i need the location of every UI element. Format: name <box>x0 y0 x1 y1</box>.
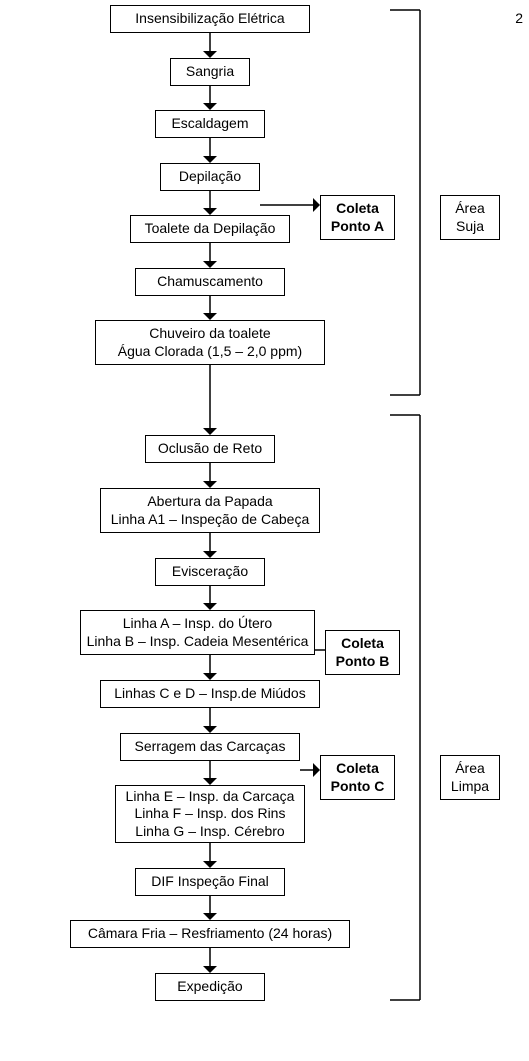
node-label: Evisceração <box>172 563 248 581</box>
node-insensibilizacao: Insensibilização Elétrica <box>110 5 310 33</box>
node-sangria: Sangria <box>170 58 250 86</box>
node-label: Oclusão de Reto <box>158 440 262 458</box>
node-label: Chamuscamento <box>157 273 263 291</box>
node-label: Chuveiro da toalete <box>149 325 270 343</box>
node-escaldagem: Escaldagem <box>155 110 265 138</box>
node-label: Água Clorada (1,5 – 2,0 ppm) <box>118 343 302 361</box>
node-label: Escaldagem <box>171 115 248 133</box>
node-serragem-carcacas: Serragem das Carcaças <box>120 733 300 761</box>
node-label: Toalete da Depilação <box>145 220 276 238</box>
coleta-label: Ponto C <box>331 778 385 796</box>
area-suja: Área Suja <box>440 195 500 240</box>
node-label: Linha B – Insp. Cadeia Mesentérica <box>87 633 309 651</box>
node-label: DIF Inspeção Final <box>151 873 269 891</box>
area-label: Suja <box>456 218 484 236</box>
node-label: Linha G – Insp. Cérebro <box>135 823 284 841</box>
area-label: Limpa <box>451 778 489 796</box>
coleta-label: Coleta <box>336 760 379 778</box>
page-number: 2 <box>515 10 523 26</box>
node-label: Linha A1 – Inspeção de Cabeça <box>111 511 310 529</box>
coleta-ponto-c: Coleta Ponto C <box>320 755 395 800</box>
node-oclusao-reto: Oclusão de Reto <box>145 435 275 463</box>
node-chamuscamento: Chamuscamento <box>135 268 285 296</box>
node-label: Insensibilização Elétrica <box>135 10 284 28</box>
node-insp-miudos: Linhas C e D – Insp.de Miúdos <box>100 680 320 708</box>
coleta-label: Coleta <box>336 200 379 218</box>
node-label: Linha F – Insp. dos Rins <box>135 805 286 823</box>
area-limpa: Área Limpa <box>440 755 500 800</box>
coleta-label: Ponto A <box>331 218 384 236</box>
node-depilacao: Depilação <box>160 163 260 191</box>
node-label: Linha E – Insp. da Carcaça <box>126 788 295 806</box>
node-label: Serragem das Carcaças <box>135 738 286 756</box>
node-camara-fria: Câmara Fria – Resfriamento (24 horas) <box>70 920 350 948</box>
node-label: Sangria <box>186 63 234 81</box>
node-abertura-papada: Abertura da Papada Linha A1 – Inspeção d… <box>100 488 320 533</box>
node-label: Linhas C e D – Insp.de Miúdos <box>114 685 305 703</box>
node-toalete-depilacao: Toalete da Depilação <box>130 215 290 243</box>
node-insp-carcaca-rins-cerebro: Linha E – Insp. da Carcaça Linha F – Ins… <box>115 785 305 843</box>
node-evisceracao: Evisceração <box>155 558 265 586</box>
node-label: Depilação <box>179 168 241 186</box>
coleta-ponto-b: Coleta Ponto B <box>325 630 400 675</box>
area-label: Área <box>455 760 485 778</box>
area-label: Área <box>455 200 485 218</box>
coleta-label: Ponto B <box>336 653 390 671</box>
node-label: Abertura da Papada <box>147 493 272 511</box>
node-expedicao: Expedição <box>155 973 265 1001</box>
coleta-label: Coleta <box>341 635 384 653</box>
node-label: Linha A – Insp. do Útero <box>123 615 272 633</box>
coleta-ponto-a: Coleta Ponto A <box>320 195 395 240</box>
node-dif-inspecao-final: DIF Inspeção Final <box>135 868 285 896</box>
node-label: Câmara Fria – Resfriamento (24 horas) <box>88 925 332 943</box>
node-insp-utero-mesenterica: Linha A – Insp. do Útero Linha B – Insp.… <box>80 610 315 655</box>
node-label: Expedição <box>177 978 242 996</box>
node-chuveiro-toalete: Chuveiro da toalete Água Clorada (1,5 – … <box>95 320 325 365</box>
